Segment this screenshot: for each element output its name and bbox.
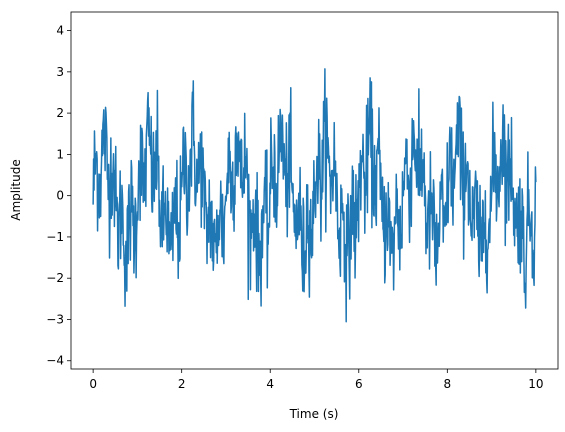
y-axis-ticks: −4 −3 −2 −1 0 1 2 3 4 [46,24,71,368]
y-tick-label: 2 [56,106,64,120]
x-axis-label: Time (s) [289,407,339,421]
plot-frame [70,11,559,370]
x-tick-label: 0 [89,377,97,391]
y-tick-label: −3 [46,312,64,326]
x-tick-label: 6 [355,377,363,391]
y-tick-label: 3 [56,65,64,79]
x-tick-label: 4 [266,377,274,391]
series-line [92,68,537,323]
x-tick-label: 10 [528,377,543,391]
y-tick-label: −1 [46,230,64,244]
y-tick-label: 4 [56,24,64,38]
y-tick-label: −2 [46,271,64,285]
y-tick-label: −4 [46,354,64,368]
x-axis-ticks: 0 2 4 6 8 10 [89,369,544,391]
y-axis-label: Amplitude [9,159,23,221]
x-tick-label: 2 [178,377,186,391]
y-tick-label: 1 [56,147,64,161]
y-tick-label: 0 [56,189,64,203]
x-tick-label: 8 [443,377,451,391]
series-layer [92,68,537,323]
